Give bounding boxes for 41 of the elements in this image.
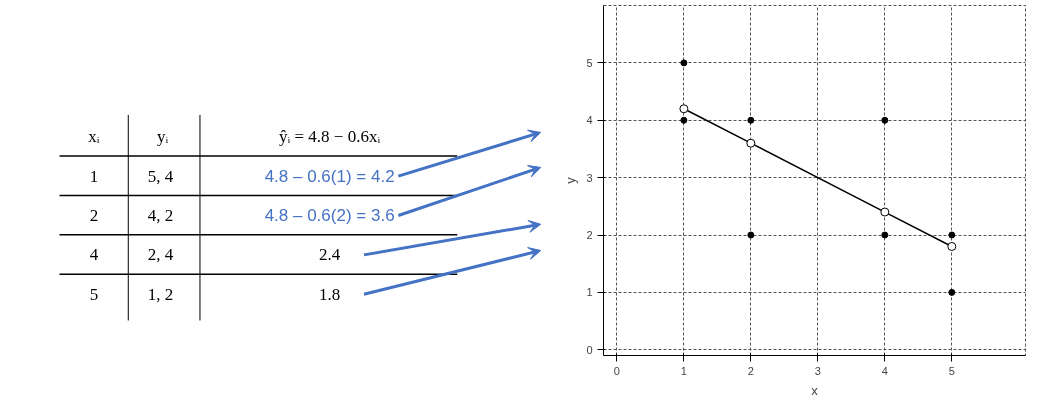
y-tick-label: 1 — [586, 286, 593, 299]
point — [880, 207, 890, 217]
point — [881, 116, 889, 124]
point — [680, 116, 688, 124]
y-tick-label: 4 — [586, 114, 593, 127]
y-tick-label: 5 — [586, 56, 593, 69]
text: 5 — [89, 284, 99, 304]
text: 5, 4 — [147, 166, 174, 186]
text: 2, 4 — [147, 245, 174, 265]
point — [747, 116, 755, 124]
x-axis-title: x — [811, 382, 819, 398]
point — [948, 288, 956, 296]
text: xᵢ — [88, 127, 100, 147]
text: 1.8 — [318, 284, 341, 304]
x-tick-label: 3 — [814, 364, 821, 377]
point — [947, 241, 957, 251]
text: yᵢ — [157, 127, 169, 147]
point — [679, 104, 689, 114]
point — [881, 231, 889, 239]
y-tick-label: 3 — [586, 171, 593, 184]
text: 2 — [89, 206, 99, 225]
x-tick-label: 2 — [747, 364, 754, 377]
y-tick-label: 2 — [586, 229, 593, 242]
text: 2.4 — [318, 245, 341, 265]
text: 4.8 – 0.6(1) = 4.2 — [264, 166, 395, 186]
y-axis-title: y — [563, 176, 579, 184]
x-tick-label: 4 — [881, 364, 888, 377]
x-tick-label: 0 — [613, 364, 620, 377]
text: 1, 2 — [147, 284, 174, 304]
point — [948, 231, 956, 239]
point — [746, 138, 756, 148]
y-tick-label: 0 — [586, 343, 593, 356]
text: 4 — [89, 245, 99, 265]
x-tick-label: 1 — [680, 364, 687, 377]
x-tick-label: 5 — [948, 364, 955, 377]
text: ŷᵢ = 4.8 − 0.6xᵢ — [278, 127, 381, 147]
text: 4.8 – 0.6(2) = 3.6 — [264, 206, 395, 225]
text: 4, 2 — [147, 206, 174, 225]
point — [680, 59, 688, 67]
point — [747, 231, 755, 239]
text: 1 — [89, 166, 99, 186]
